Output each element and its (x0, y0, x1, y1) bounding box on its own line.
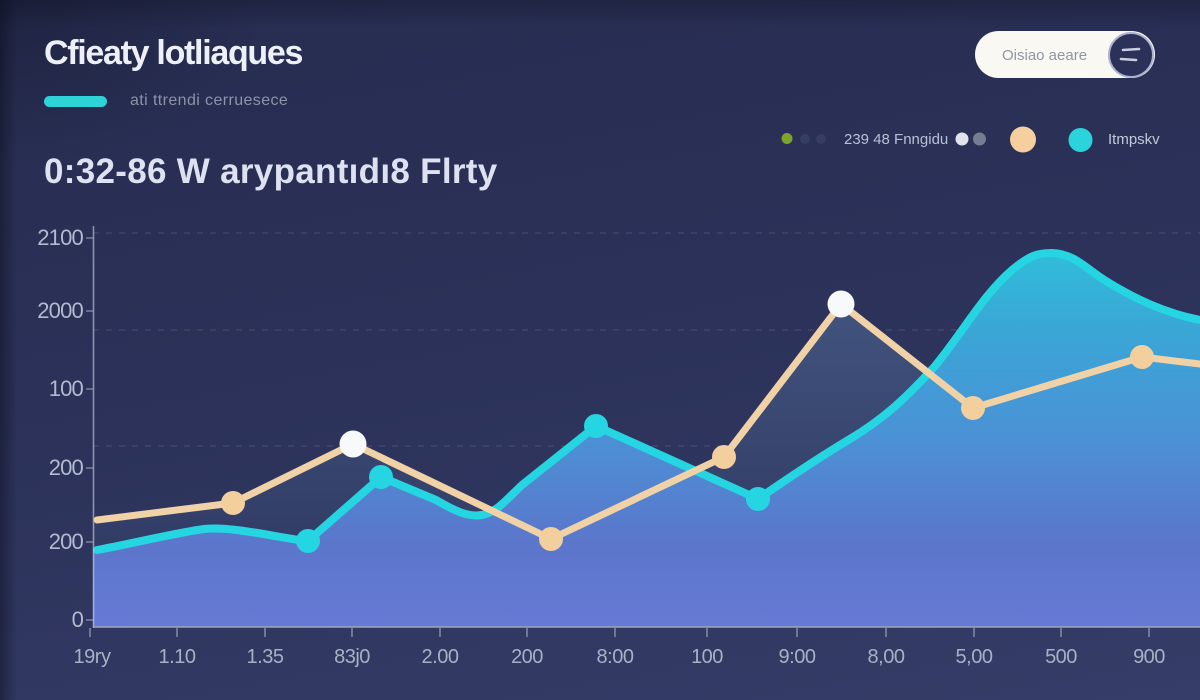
svg-text:5,00: 5,00 (956, 646, 993, 668)
svg-text:8,00: 8,00 (868, 646, 905, 668)
svg-text:Itmpskv: Itmpskv (1108, 131, 1160, 148)
svg-text:19ry: 19ry (74, 646, 111, 668)
svg-text:1.35: 1.35 (247, 646, 284, 668)
svg-text:8:00: 8:00 (597, 646, 634, 668)
svg-text:200: 200 (49, 529, 84, 554)
svg-text:0: 0 (72, 607, 84, 632)
svg-text:200: 200 (49, 455, 84, 480)
svg-text:2.00: 2.00 (422, 646, 459, 668)
svg-text:200: 200 (511, 646, 543, 668)
svg-text:500: 500 (1045, 646, 1077, 668)
svg-text:1.10: 1.10 (159, 646, 196, 668)
svg-text:100: 100 (49, 376, 84, 401)
svg-text:9:00: 9:00 (779, 646, 816, 668)
svg-text:100: 100 (691, 646, 723, 668)
svg-text:2100: 2100 (37, 225, 83, 250)
svg-text:239 48 Fnngidu: 239 48 Fnngidu (844, 131, 948, 148)
svg-text:2000: 2000 (37, 298, 83, 323)
svg-text:900: 900 (1133, 646, 1165, 668)
svg-text:83j0: 83j0 (334, 646, 370, 668)
